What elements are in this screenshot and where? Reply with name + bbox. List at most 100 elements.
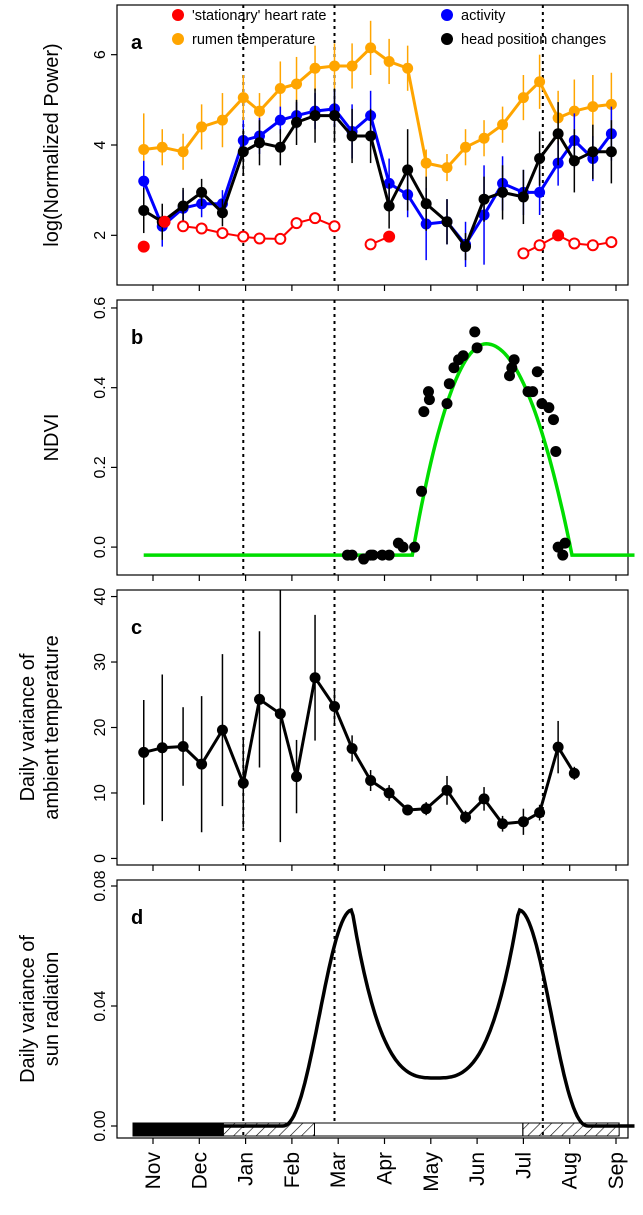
data-point (237, 230, 250, 243)
data-point (441, 216, 453, 228)
data-point (346, 60, 358, 72)
legend-label: head position changes (461, 32, 606, 48)
month-label: Mar (327, 1152, 350, 1188)
data-point (422, 386, 434, 398)
data-point (274, 141, 286, 153)
data-point (552, 229, 565, 242)
data-point (441, 398, 453, 410)
plot-frame (116, 879, 629, 1139)
data-point (328, 60, 340, 72)
data-point (138, 175, 150, 187)
data-point (497, 818, 509, 830)
data-point (402, 804, 414, 816)
panel-a: a 2 4 6 log(Normalized Power) 'stationary' he… (41, 4, 629, 291)
data-point (443, 378, 455, 390)
data-point (158, 215, 171, 228)
month-label: Dec (188, 1152, 211, 1189)
data-point (568, 237, 581, 250)
data-point (138, 746, 150, 758)
panel-letter-c: c (131, 617, 142, 639)
data-point (253, 693, 265, 705)
data-point (460, 241, 472, 253)
data-point (402, 164, 414, 176)
season-bar (132, 1122, 620, 1137)
data-point (216, 207, 228, 219)
month-label: Feb (281, 1152, 304, 1188)
y-tick-label: 40 (92, 588, 109, 606)
month-label: May (420, 1152, 443, 1192)
data-point (397, 541, 409, 553)
panel-letter-b: b (131, 327, 143, 349)
data-point (365, 775, 377, 787)
y-tick-label: 2 (92, 231, 109, 240)
y-axis-label-line2: sun radiation (41, 952, 63, 1067)
panel-letter-a: a (131, 32, 143, 54)
data-point (534, 186, 546, 198)
data-point (309, 672, 321, 684)
month-label: Apr (374, 1152, 397, 1185)
y-tick-label: 20 (92, 719, 109, 737)
data-point (309, 110, 321, 122)
y-tick-label: 0.6 (92, 297, 109, 319)
y-tick-label: 0.0 (92, 536, 109, 558)
data-point (195, 222, 208, 235)
data-point (547, 414, 559, 426)
data-point (423, 394, 435, 406)
data-point (559, 537, 571, 549)
data-point (497, 119, 509, 131)
data-point (274, 114, 286, 126)
data-point (138, 144, 150, 156)
data-point (383, 55, 395, 67)
data-point (478, 132, 490, 144)
data-point (237, 146, 249, 158)
y-axis-label-line1: Daily variance of (17, 935, 39, 1083)
data-point (457, 350, 469, 362)
data-point (291, 771, 303, 783)
data-point (177, 146, 189, 158)
data-point (196, 121, 208, 133)
data-point (469, 326, 481, 338)
y-tick-label: 0.08 (92, 870, 109, 901)
season-segment (313, 1122, 524, 1137)
data-point (291, 116, 303, 128)
month-label: Jun (466, 1152, 489, 1186)
legend-label: rumen temperature (192, 32, 315, 48)
data-point (568, 105, 580, 117)
data-point (156, 141, 168, 153)
data-point (346, 130, 358, 142)
data-point (568, 767, 580, 779)
data-point (478, 193, 490, 205)
data-point (274, 708, 286, 720)
data-point (138, 204, 150, 216)
data-point (552, 741, 564, 753)
data-point (328, 110, 340, 122)
data-point (290, 217, 303, 230)
y-axis-label-line2: ambient temperature (41, 635, 63, 820)
data-point (460, 141, 472, 153)
data-point (517, 247, 530, 260)
data-point (402, 62, 414, 74)
data-point (367, 549, 379, 561)
sun-radiation-curve (153, 907, 635, 1128)
data-point (543, 402, 555, 414)
legend-marker (441, 9, 453, 21)
data-point (586, 239, 599, 252)
plot-frame (116, 589, 629, 866)
y-axis-label: NDVI (41, 414, 63, 462)
data-point (291, 78, 303, 90)
data-point (517, 191, 529, 203)
data-point (156, 742, 168, 754)
data-point (441, 784, 453, 796)
data-point (177, 200, 189, 212)
data-point (508, 354, 520, 366)
y-axis-label: log(Normalized Power) (41, 43, 63, 246)
data-point (460, 811, 472, 823)
data-point (196, 186, 208, 198)
y-tick-label: 0.00 (92, 1110, 109, 1141)
data-point (448, 362, 460, 374)
y-tick-label: 0.2 (92, 456, 109, 478)
panel-b: b 0.0 0.2 0.4 0.6 NDVI (41, 297, 635, 581)
data-point (274, 83, 286, 95)
data-point (137, 240, 150, 253)
season-segment (522, 1122, 620, 1137)
